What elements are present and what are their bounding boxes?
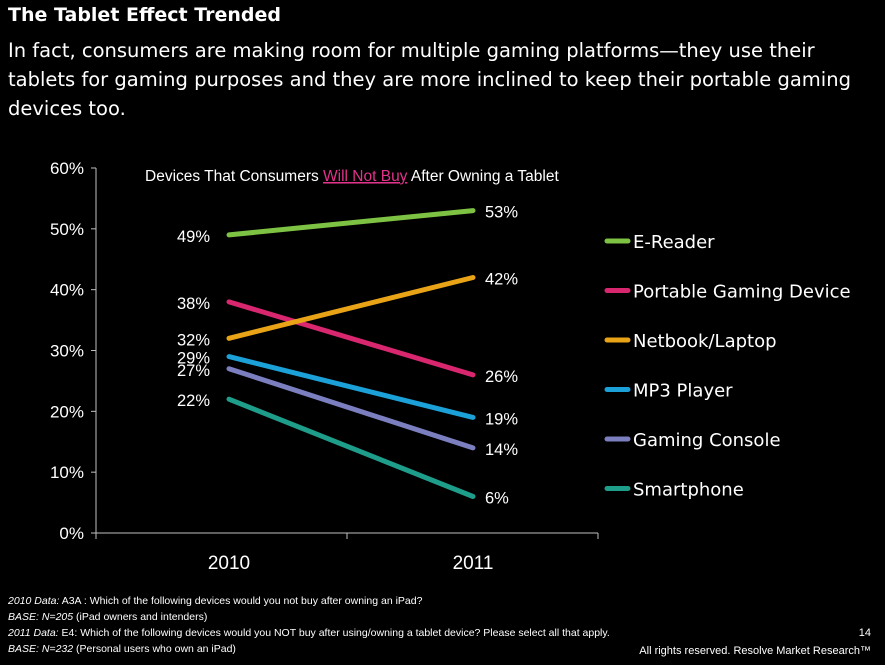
chart-title: Devices That Consumers Will Not Buy Afte… (145, 168, 559, 185)
data-label: 14% (485, 441, 518, 459)
data-label: 6% (485, 490, 509, 508)
footer-line-1-label: 2010 Data: (8, 595, 60, 607)
x-tick-label: 2010 (208, 553, 250, 574)
legend-label: MP3 Player (633, 381, 733, 402)
footer-line-3: 2011 Data: E4: Which of the following de… (8, 627, 610, 639)
footer-line-2: BASE: N=205 (iPad owners and intenders) (8, 611, 207, 623)
footer-line-3-label: 2011 Data: (8, 627, 59, 639)
data-label: 22% (177, 392, 210, 410)
legend-label: E-Reader (633, 232, 715, 253)
y-tick-label: 50% (50, 220, 84, 239)
series-line-mp3-player (226, 354, 476, 420)
footer-line-1-text: A3A : Which of the following devices wou… (59, 595, 423, 607)
y-tick-label: 0% (59, 524, 84, 543)
series-line-netbook-laptop (226, 275, 476, 341)
data-label: 38% (177, 295, 210, 313)
series-line-smartphone (226, 396, 476, 499)
series-line-e-reader (226, 208, 476, 238)
data-label: 29% (177, 350, 210, 368)
data-label: 26% (485, 368, 518, 386)
data-label: 19% (485, 410, 518, 428)
legend-label: Smartphone (633, 480, 744, 501)
footer-line-2-label: BASE: N=205 (8, 611, 74, 623)
footer-line-3-text: E4: Which of the following devices would… (58, 627, 610, 639)
legend-label: Portable Gaming Device (633, 282, 851, 303)
copyright: All rights reserved. Resolve Market Rese… (639, 645, 871, 657)
chart-title-highlight: Will Not Buy (323, 168, 408, 185)
data-label: 27% (177, 362, 210, 380)
y-tick-label: 60% (50, 159, 84, 178)
y-tick-label: 10% (50, 463, 84, 482)
legend-label: Gaming Console (633, 430, 781, 451)
footer-line-4: BASE: N=232 (Personal users who own an i… (8, 643, 236, 655)
footer-line-4-label: BASE: N=232 (8, 643, 74, 655)
slide-subtitle: In fact, consumers are making room for m… (8, 39, 851, 120)
footer-line-4-text: (Personal users who own an iPad) (73, 643, 236, 655)
y-tick-label: 20% (50, 402, 84, 421)
x-tick-label: 2011 (453, 553, 494, 574)
data-label: 49% (177, 228, 210, 246)
series-line-gaming-console (226, 366, 476, 451)
y-tick-label: 30% (50, 342, 84, 361)
footer-line-2-text: (iPad owners and intenders) (73, 611, 208, 623)
series-line-portable-gaming-device (226, 299, 476, 378)
legend-label: Netbook/Laptop (633, 331, 777, 352)
slide-title: The Tablet Effect Trended (8, 4, 281, 26)
line-chart: Devices That Consumers Will Not Buy Afte… (50, 159, 851, 574)
data-label: 53% (485, 204, 518, 222)
footer-line-1: 2010 Data: A3A : Which of the following … (8, 595, 422, 607)
chart-title-pre: Devices That Consumers (145, 168, 323, 185)
data-label: 42% (485, 271, 518, 289)
data-label: 32% (177, 331, 210, 349)
y-tick-label: 40% (50, 281, 84, 300)
page-number: 14 (858, 627, 871, 639)
chart-title-post: After Owning a Tablet (407, 168, 559, 185)
